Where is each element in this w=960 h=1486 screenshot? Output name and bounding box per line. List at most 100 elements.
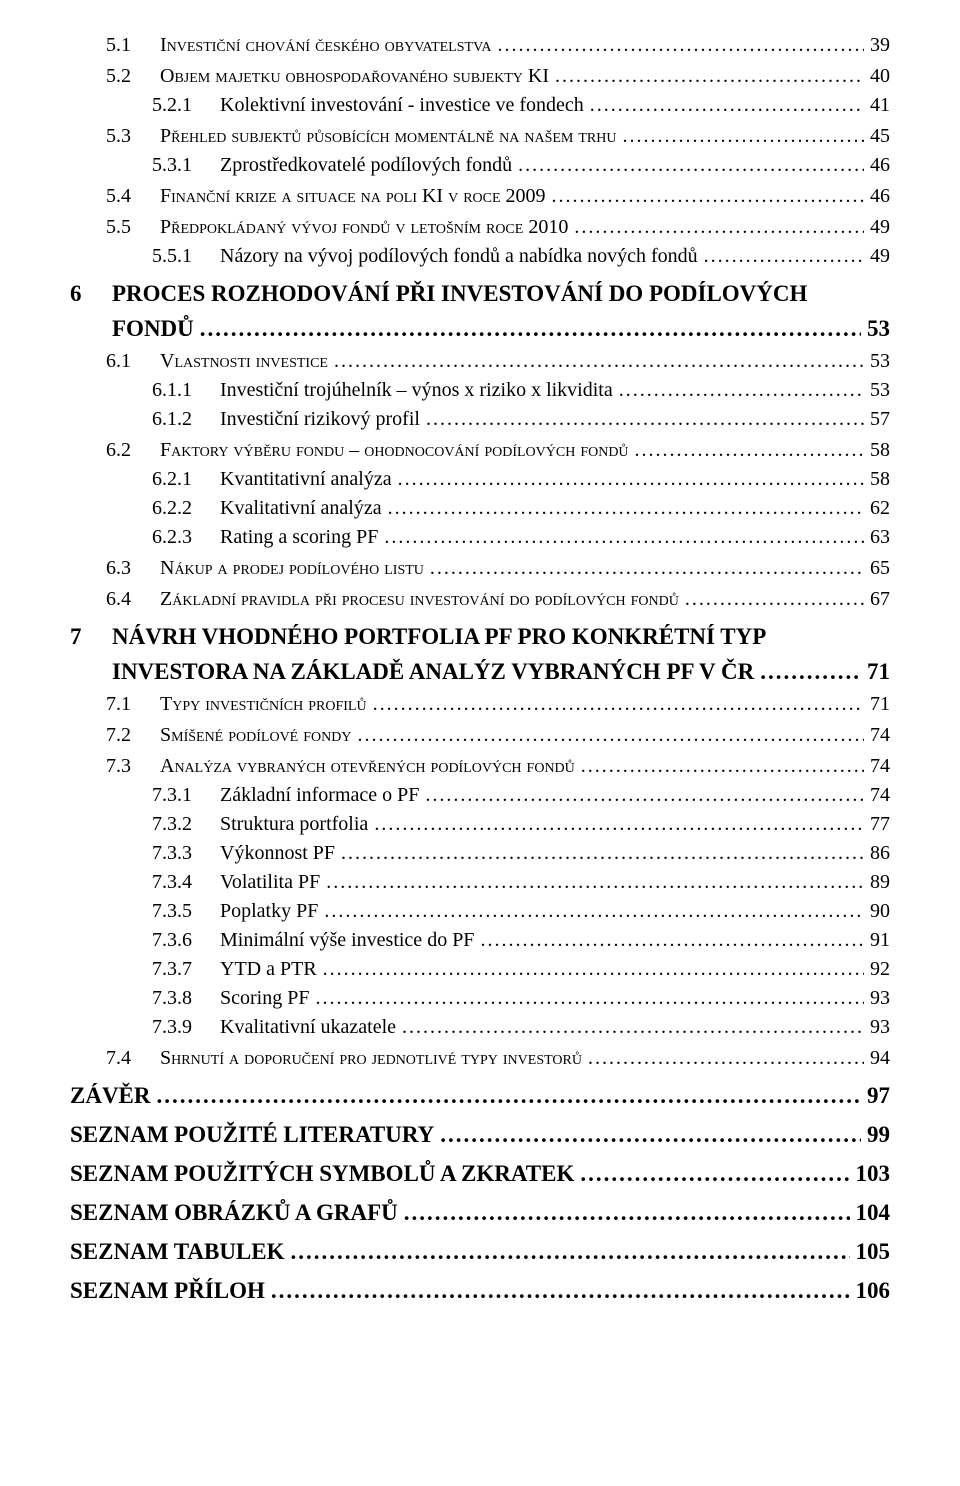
toc-leader xyxy=(588,1045,864,1072)
toc-leader xyxy=(271,1275,850,1306)
toc-page-number: 86 xyxy=(864,840,890,867)
toc-leader xyxy=(440,1119,861,1150)
toc-number: 7.4 xyxy=(106,1045,160,1072)
toc-number: 5.2 xyxy=(106,63,160,90)
toc-title: Typy investičních profilů xyxy=(160,691,373,718)
toc-title: Scoring PF xyxy=(220,985,315,1012)
toc-entry: SEZNAM POUŽITÉ LITERATURY99 xyxy=(70,1119,890,1150)
toc-page-number: 77 xyxy=(864,811,890,838)
toc-page-number: 53 xyxy=(861,313,890,344)
toc-entry: 6.1Vlastnosti investice53 xyxy=(106,348,890,375)
toc-page-number: 41 xyxy=(864,92,890,119)
toc-leader xyxy=(518,152,864,179)
toc-entry: SEZNAM PŘÍLOH106 xyxy=(70,1275,890,1306)
toc-title: Výkonnost PF xyxy=(220,840,341,867)
toc-leader xyxy=(291,1236,850,1267)
toc-entry: SEZNAM POUŽITÝCH SYMBOLŮ A ZKRATEK103 xyxy=(70,1158,890,1189)
toc-title: NÁVRH VHODNÉHO PORTFOLIA PF PRO KONKRÉTN… xyxy=(112,621,772,652)
toc-number: 7.2 xyxy=(106,722,160,749)
toc-title: Rating a scoring PF xyxy=(220,524,384,551)
toc-page-number: 58 xyxy=(864,437,890,464)
toc-entry-continuation: INVESTORA NA ZÁKLADĚ ANALÝZ VYBRANÝCH PF… xyxy=(70,656,890,687)
toc-number: 7.3.7 xyxy=(152,956,220,983)
toc-page-number: 93 xyxy=(864,985,890,1012)
toc-entry: 6.1.2Investiční rizikový profil57 xyxy=(152,406,890,433)
toc-page-number: 74 xyxy=(864,753,890,780)
toc-leader xyxy=(315,985,864,1012)
toc-number: 6.2.2 xyxy=(152,495,220,522)
toc-entry: 7.3.8Scoring PF93 xyxy=(152,985,890,1012)
toc-page-number: 49 xyxy=(864,243,890,270)
toc-number: 6.2 xyxy=(106,437,160,464)
toc-title: Názory na vývoj podílových fondů a nabíd… xyxy=(220,243,704,270)
toc-entry: 7.3.6Minimální výše investice do PF91 xyxy=(152,927,890,954)
toc-page-number: 39 xyxy=(864,32,890,59)
toc-number: 6.2.1 xyxy=(152,466,220,493)
toc-leader xyxy=(430,555,864,582)
toc-leader xyxy=(622,123,864,150)
toc-title: Objem majetku obhospodařovaného subjekty… xyxy=(160,63,555,90)
toc-number: 5.1 xyxy=(106,32,160,59)
table-of-contents: 5.1Investiční chování českého obyvatelst… xyxy=(70,32,890,1306)
toc-entry: 5.3Přehled subjektů působících momentáln… xyxy=(106,123,890,150)
toc-title: Investiční chování českého obyvatelstva xyxy=(160,32,498,59)
toc-leader xyxy=(498,32,865,59)
toc-leader xyxy=(341,840,864,867)
toc-page-number: 105 xyxy=(850,1236,891,1267)
toc-entry: 6.2Faktory výběru fondu – ohodnocování p… xyxy=(106,437,890,464)
toc-leader xyxy=(326,869,864,896)
toc-title: PROCES ROZHODOVÁNÍ PŘI INVESTOVÁNÍ DO PO… xyxy=(112,278,813,309)
toc-number: 7.3.3 xyxy=(152,840,220,867)
toc-entry: 5.3.1Zprostředkovatelé podílových fondů4… xyxy=(152,152,890,179)
toc-number: 5.3 xyxy=(106,123,160,150)
toc-number: 6.1.2 xyxy=(152,406,220,433)
toc-entry: 7.3.1Základní informace o PF74 xyxy=(152,782,890,809)
toc-entry: 7.3.7YTD a PTR92 xyxy=(152,956,890,983)
toc-title: Poplatky PF xyxy=(220,898,324,925)
toc-number: 7.3.2 xyxy=(152,811,220,838)
toc-page-number: 90 xyxy=(864,898,890,925)
toc-page-number: 53 xyxy=(864,348,890,375)
toc-title: Vlastnosti investice xyxy=(160,348,334,375)
toc-title: Investiční rizikový profil xyxy=(220,406,426,433)
toc-entry: SEZNAM OBRÁZKŮ A GRAFŮ104 xyxy=(70,1197,890,1228)
toc-title: Zprostředkovatelé podílových fondů xyxy=(220,152,518,179)
toc-title: Základní informace o PF xyxy=(220,782,425,809)
toc-entry: 7.3.4Volatilita PF89 xyxy=(152,869,890,896)
toc-leader xyxy=(200,313,861,344)
toc-page-number: 62 xyxy=(864,495,890,522)
toc-entry: 5.2.1Kolektivní investování - investice … xyxy=(152,92,890,119)
toc-title: FONDŮ xyxy=(112,313,200,344)
toc-number: 5.4 xyxy=(106,183,160,210)
toc-leader xyxy=(552,183,864,210)
toc-number: 6 xyxy=(70,278,112,309)
toc-entry: 7.3.5Poplatky PF90 xyxy=(152,898,890,925)
toc-leader xyxy=(704,243,864,270)
toc-leader xyxy=(388,495,864,522)
toc-title: ZÁVĚR xyxy=(70,1080,157,1111)
toc-title: Volatilita PF xyxy=(220,869,326,896)
toc-leader xyxy=(635,437,864,464)
toc-title: SEZNAM OBRÁZKŮ A GRAFŮ xyxy=(70,1197,404,1228)
toc-leader xyxy=(590,92,864,119)
toc-number: 7.1 xyxy=(106,691,160,718)
toc-entry: 7.2Smíšené podílové fondy74 xyxy=(106,722,890,749)
toc-number: 5.3.1 xyxy=(152,152,220,179)
toc-entry: 7.3Analýza vybraných otevřených podílový… xyxy=(106,753,890,780)
toc-leader xyxy=(760,656,861,687)
toc-entry: 6.4Základní pravidla při procesu investo… xyxy=(106,586,890,613)
toc-entry: 7.3.2Struktura portfolia 77 xyxy=(152,811,890,838)
toc-leader xyxy=(374,811,864,838)
toc-entry: 7.3.3Výkonnost PF 86 xyxy=(152,840,890,867)
toc-title: Struktura portfolia xyxy=(220,811,374,838)
toc-leader xyxy=(581,753,864,780)
toc-entry: 7.1Typy investičních profilů71 xyxy=(106,691,890,718)
toc-entry: 5.4Finanční krize a situace na poli KI v… xyxy=(106,183,890,210)
toc-title: Kvalitativní analýza xyxy=(220,495,388,522)
toc-number: 5.2.1 xyxy=(152,92,220,119)
toc-page-number: 63 xyxy=(864,524,890,551)
toc-entry: 6.3Nákup a prodej podílového listu65 xyxy=(106,555,890,582)
toc-title: SEZNAM PŘÍLOH xyxy=(70,1275,271,1306)
toc-title: SEZNAM POUŽITÝCH SYMBOLŮ A ZKRATEK xyxy=(70,1158,580,1189)
toc-title: Faktory výběru fondu – ohodnocování podí… xyxy=(160,437,635,464)
